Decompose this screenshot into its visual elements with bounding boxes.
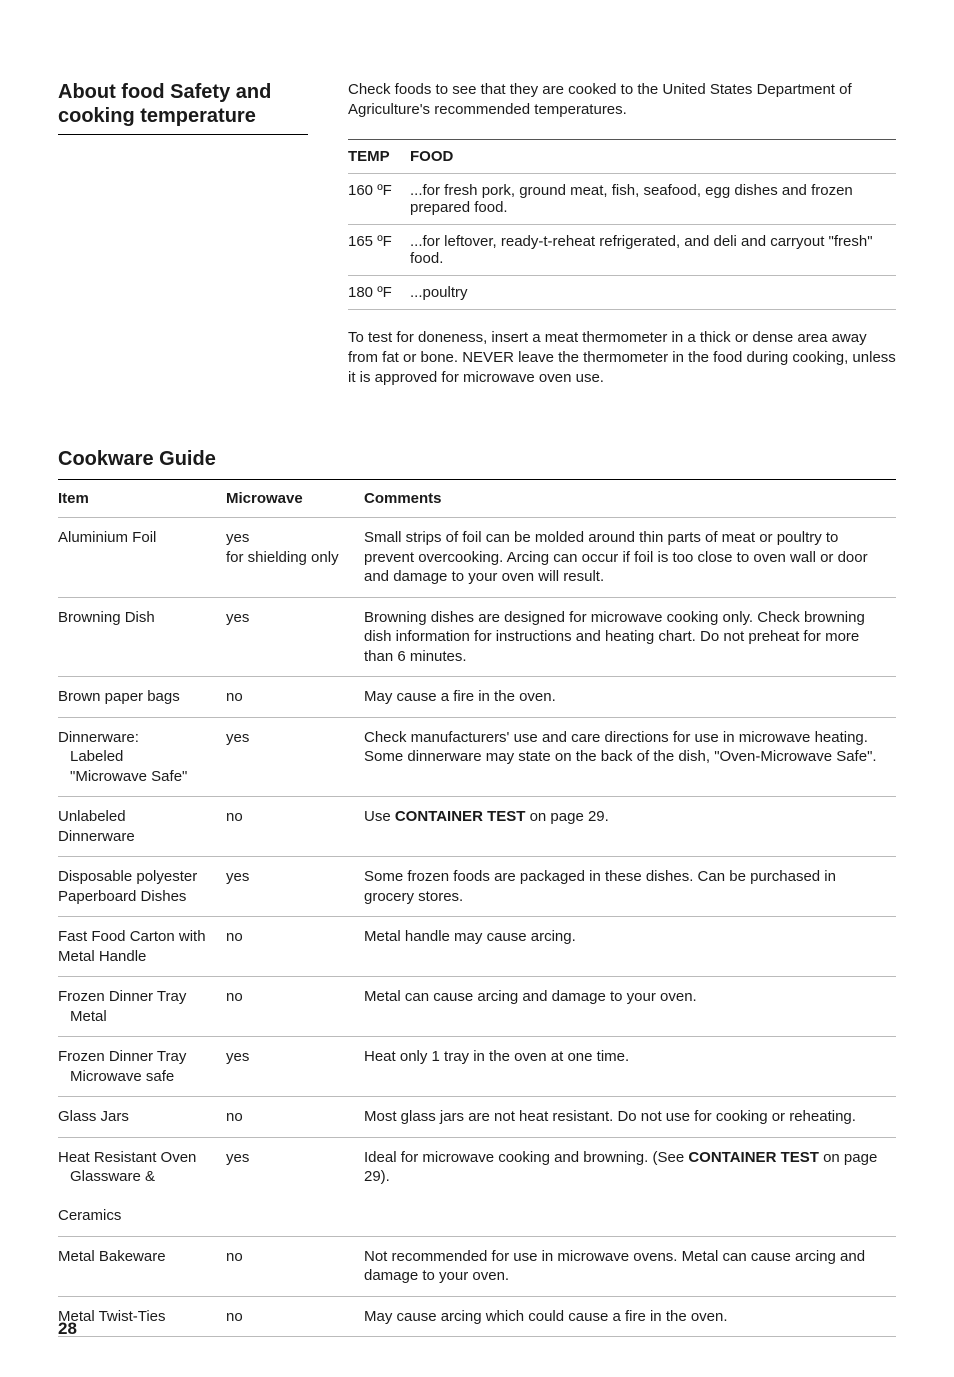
section1-post: To test for doneness, insert a meat ther… [348, 328, 896, 389]
cookware-row: Disposable polyesterPaperboard Dishesyes… [58, 857, 896, 917]
cookware-row: Brown paper bagsnoMay cause a fire in th… [58, 677, 896, 718]
cookware-item: Heat Resistant OvenGlassware &Ceramics [58, 1137, 226, 1236]
cookware-row: Dinnerware:Labeled"Microwave Safe"yesChe… [58, 717, 896, 797]
cookware-comments: Heat only 1 tray in the oven at one time… [364, 1037, 896, 1097]
cookware-microwave: no [226, 1097, 364, 1138]
cookware-item: Metal Bakeware [58, 1236, 226, 1296]
cookware-microwave: no [226, 797, 364, 857]
cookware-microwave: yes [226, 1137, 364, 1236]
temp-row: 160 ºF ...for fresh pork, ground meat, f… [348, 173, 896, 224]
cookware-comments: Some frozen foods are packaged in these … [364, 857, 896, 917]
cookware-comments: Ideal for microwave cooking and browning… [364, 1137, 896, 1236]
food-header: FOOD [410, 139, 896, 173]
cookware-item: UnlabeledDinnerware [58, 797, 226, 857]
cookware-item: Aluminium Foil [58, 518, 226, 598]
cookware-comments: May cause arcing which could cause a fir… [364, 1296, 896, 1337]
temp-cell: 165 ºF [348, 224, 410, 275]
cookware-item: Glass Jars [58, 1097, 226, 1138]
cookware-row: Frozen Dinner TrayMetalnoMetal can cause… [58, 977, 896, 1037]
section1-title: About food Safety and cooking temperatur… [58, 80, 308, 128]
cookware-item: Brown paper bags [58, 677, 226, 718]
cookware-microwave: no [226, 1296, 364, 1337]
cookware-header-comments: Comments [364, 480, 896, 518]
cookware-row: Fast Food Carton withMetal HandlenoMetal… [58, 917, 896, 977]
food-cell: ...for fresh pork, ground meat, fish, se… [410, 173, 896, 224]
page-number: 28 [58, 1319, 77, 1339]
cookware-row: Frozen Dinner TrayMicrowave safeyesHeat … [58, 1037, 896, 1097]
cookware-microwave: no [226, 677, 364, 718]
cookware-microwave: yes [226, 597, 364, 677]
title-line1: About food Safety and [58, 81, 271, 103]
section1-intro: Check foods to see that they are cooked … [348, 80, 896, 121]
cookware-comments: Browning dishes are designed for microwa… [364, 597, 896, 677]
cookware-microwave: no [226, 917, 364, 977]
title-rule [58, 134, 308, 135]
cookware-header-item: Item [58, 480, 226, 518]
cookware-comments: Metal can cause arcing and damage to you… [364, 977, 896, 1037]
cookware-row: Metal BakewarenoNot recommended for use … [58, 1236, 896, 1296]
cookware-item: Dinnerware:Labeled"Microwave Safe" [58, 717, 226, 797]
cookware-comments: Metal handle may cause arcing. [364, 917, 896, 977]
cookware-item: Disposable polyesterPaperboard Dishes [58, 857, 226, 917]
cookware-microwave: yes [226, 857, 364, 917]
cookware-microwave: no [226, 1236, 364, 1296]
section2-title: Cookware Guide [58, 448, 896, 471]
temp-table: TEMP FOOD 160 ºF ...for fresh pork, grou… [348, 139, 896, 310]
cookware-item: Frozen Dinner TrayMetal [58, 977, 226, 1037]
cookware-comments: Check manufacturers' use and care direct… [364, 717, 896, 797]
cookware-item: Frozen Dinner TrayMicrowave safe [58, 1037, 226, 1097]
temp-cell: 160 ºF [348, 173, 410, 224]
cookware-row: UnlabeledDinnerwarenoUse CONTAINER TEST … [58, 797, 896, 857]
cookware-microwave: yesfor shielding only [226, 518, 364, 598]
cookware-item: Metal Twist-Ties [58, 1296, 226, 1337]
temp-row: 180 ºF ...poultry [348, 275, 896, 309]
cookware-microwave: yes [226, 717, 364, 797]
cookware-row: Heat Resistant OvenGlassware &Ceramicsye… [58, 1137, 896, 1236]
cookware-comments: Small strips of foil can be molded aroun… [364, 518, 896, 598]
cookware-comments: Not recommended for use in microwave ove… [364, 1236, 896, 1296]
cookware-comments: Use CONTAINER TEST on page 29. [364, 797, 896, 857]
food-cell: ...for leftover, ready-t-reheat refriger… [410, 224, 896, 275]
temp-row: 165 ºF ...for leftover, ready-t-reheat r… [348, 224, 896, 275]
cookware-row: Metal Twist-TiesnoMay cause arcing which… [58, 1296, 896, 1337]
cookware-microwave: no [226, 977, 364, 1037]
food-cell: ...poultry [410, 275, 896, 309]
cookware-item: Fast Food Carton withMetal Handle [58, 917, 226, 977]
cookware-row: Aluminium Foilyesfor shielding onlySmall… [58, 518, 896, 598]
cookware-comments: Most glass jars are not heat resistant. … [364, 1097, 896, 1138]
temp-cell: 180 ºF [348, 275, 410, 309]
cookware-microwave: yes [226, 1037, 364, 1097]
title-line2: cooking temperature [58, 105, 256, 127]
cookware-table: Item Microwave Comments Aluminium Foilye… [58, 480, 896, 1337]
cookware-header-microwave: Microwave [226, 480, 364, 518]
cookware-row: Glass JarsnoMost glass jars are not heat… [58, 1097, 896, 1138]
temp-header: TEMP [348, 139, 410, 173]
cookware-item: Browning Dish [58, 597, 226, 677]
cookware-row: Browning DishyesBrowning dishes are desi… [58, 597, 896, 677]
cookware-comments: May cause a fire in the oven. [364, 677, 896, 718]
